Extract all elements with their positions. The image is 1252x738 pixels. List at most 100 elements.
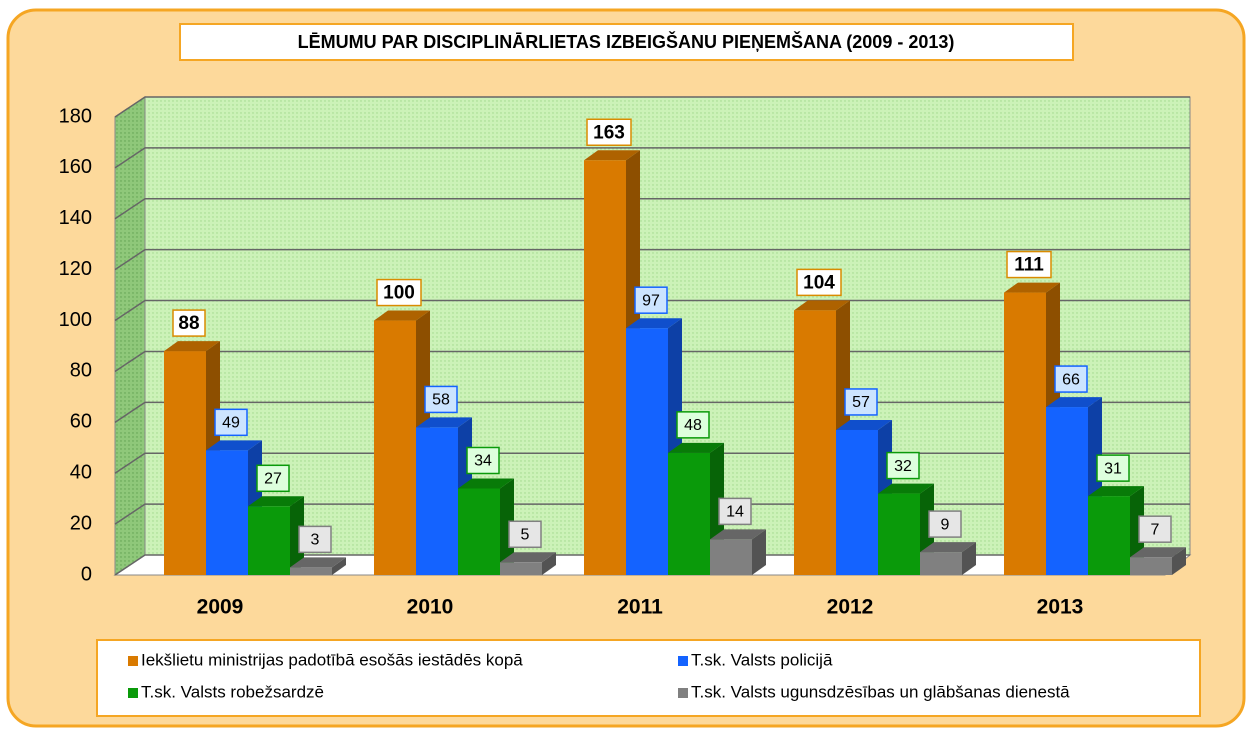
bar-top [878,483,934,494]
x-tick-label: 2012 [827,596,874,619]
value-label-box [718,497,752,526]
value-label-box [466,446,500,475]
y-tick-label: 120 [59,258,92,280]
value-label-box [1096,454,1130,482]
value-label-box [376,278,422,307]
bar-top [248,496,304,507]
x-tick-label: 2013 [1037,596,1084,619]
value-label-box [1054,365,1088,393]
bar [626,328,668,575]
bar-top [1004,282,1060,293]
x-tick-label: 2010 [407,596,454,619]
y-tick-label: 140 [59,207,92,229]
value-label-box [676,411,710,439]
y-tick-label: 180 [59,105,92,127]
bar [248,506,290,575]
title-box [179,23,1074,61]
value-label: 58 [432,392,450,409]
bar-side [1172,547,1186,575]
bar [668,452,710,575]
bar [416,427,458,575]
value-label-box [844,388,878,416]
legend-label: T.sk. Valsts policijā [691,650,833,669]
value-label: 14 [726,504,744,521]
bar-top [668,442,724,453]
legend-label: Iekšlietu ministrijas padotībā esošās ie… [141,650,523,669]
y-tick-label: 20 [70,512,92,534]
legend-label: T.sk. Valsts robežsardzē [141,682,324,701]
legend-swatch [678,656,688,666]
bar-top [374,310,430,321]
bar-top [836,419,892,430]
value-label-box [886,451,920,480]
value-label-box [256,464,290,493]
bar [374,320,416,575]
value-label: 97 [642,292,660,309]
bar-top [710,529,766,540]
bar [206,450,248,575]
y-tick-label: 60 [70,411,92,433]
bar-top [416,417,472,428]
value-label: 88 [178,313,199,334]
value-label: 27 [264,471,282,488]
y-tick-label: 80 [70,360,92,382]
value-label: 9 [941,516,950,533]
value-label: 48 [684,417,702,434]
bar-top [206,440,262,451]
bar-side [500,478,514,575]
legend-label: T.sk. Valsts ugunsdzēsības un glābšanas … [691,682,1070,701]
value-label-box [1138,515,1172,543]
bar-side [290,496,304,575]
bar [794,310,836,575]
value-label: 49 [222,415,240,432]
y-tick-label: 0 [81,563,92,585]
bar-side [332,557,346,575]
grid-line [114,96,1190,118]
bar-top [458,478,514,489]
y-tick-label: 100 [59,309,92,331]
bar [920,552,962,575]
value-label-box [1006,250,1052,279]
bar [584,160,626,575]
bar [710,539,752,575]
bar-top [1088,486,1144,497]
bar [164,351,206,575]
bar-top [290,557,346,568]
bar-side [752,529,766,575]
value-label: 34 [474,453,492,470]
side-wall [114,96,146,576]
bar-top [794,300,850,311]
bar-top [584,150,640,161]
bar [1004,292,1046,575]
bar-side [542,552,556,575]
value-label-box [796,268,842,297]
value-label: 32 [894,458,912,475]
bar-top [920,542,976,553]
value-label-box [928,510,962,538]
value-label-box [586,118,632,147]
value-label-box [172,309,206,337]
value-label: 7 [1151,521,1160,538]
value-label: 111 [1014,255,1044,276]
value-label-box [214,408,248,437]
value-label-box [424,385,458,414]
x-tick-label: 2009 [197,596,244,619]
grid-line [114,147,1190,169]
legend-swatch [128,688,138,698]
y-tick-label: 40 [70,462,92,484]
bar-side [962,542,976,575]
value-label-box [634,286,668,314]
bar [1046,407,1088,575]
bar-top [626,318,682,329]
bar [836,429,878,575]
value-label: 5 [521,526,530,543]
bar-top [1046,397,1102,408]
legend-swatch [678,688,688,698]
value-label-box [298,525,332,554]
bar [458,488,500,575]
bar [500,562,542,575]
value-label: 31 [1104,460,1122,477]
chart-title: LĒMUMU PAR DISCIPLINĀRLIETAS IZBEIGŠANU … [298,31,955,52]
value-label: 104 [803,272,835,293]
